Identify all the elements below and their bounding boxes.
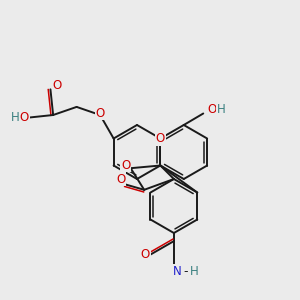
Text: O: O <box>95 106 105 119</box>
Text: H: H <box>217 103 226 116</box>
Text: O: O <box>117 173 126 186</box>
Text: O: O <box>121 159 130 172</box>
Text: H: H <box>190 265 198 278</box>
Text: O: O <box>141 248 150 261</box>
Text: O: O <box>20 111 29 124</box>
Text: O: O <box>208 103 217 116</box>
Text: O: O <box>53 79 62 92</box>
Text: H: H <box>11 111 20 124</box>
Text: O: O <box>156 132 165 145</box>
Text: -: - <box>184 265 188 278</box>
Text: N: N <box>172 265 181 278</box>
